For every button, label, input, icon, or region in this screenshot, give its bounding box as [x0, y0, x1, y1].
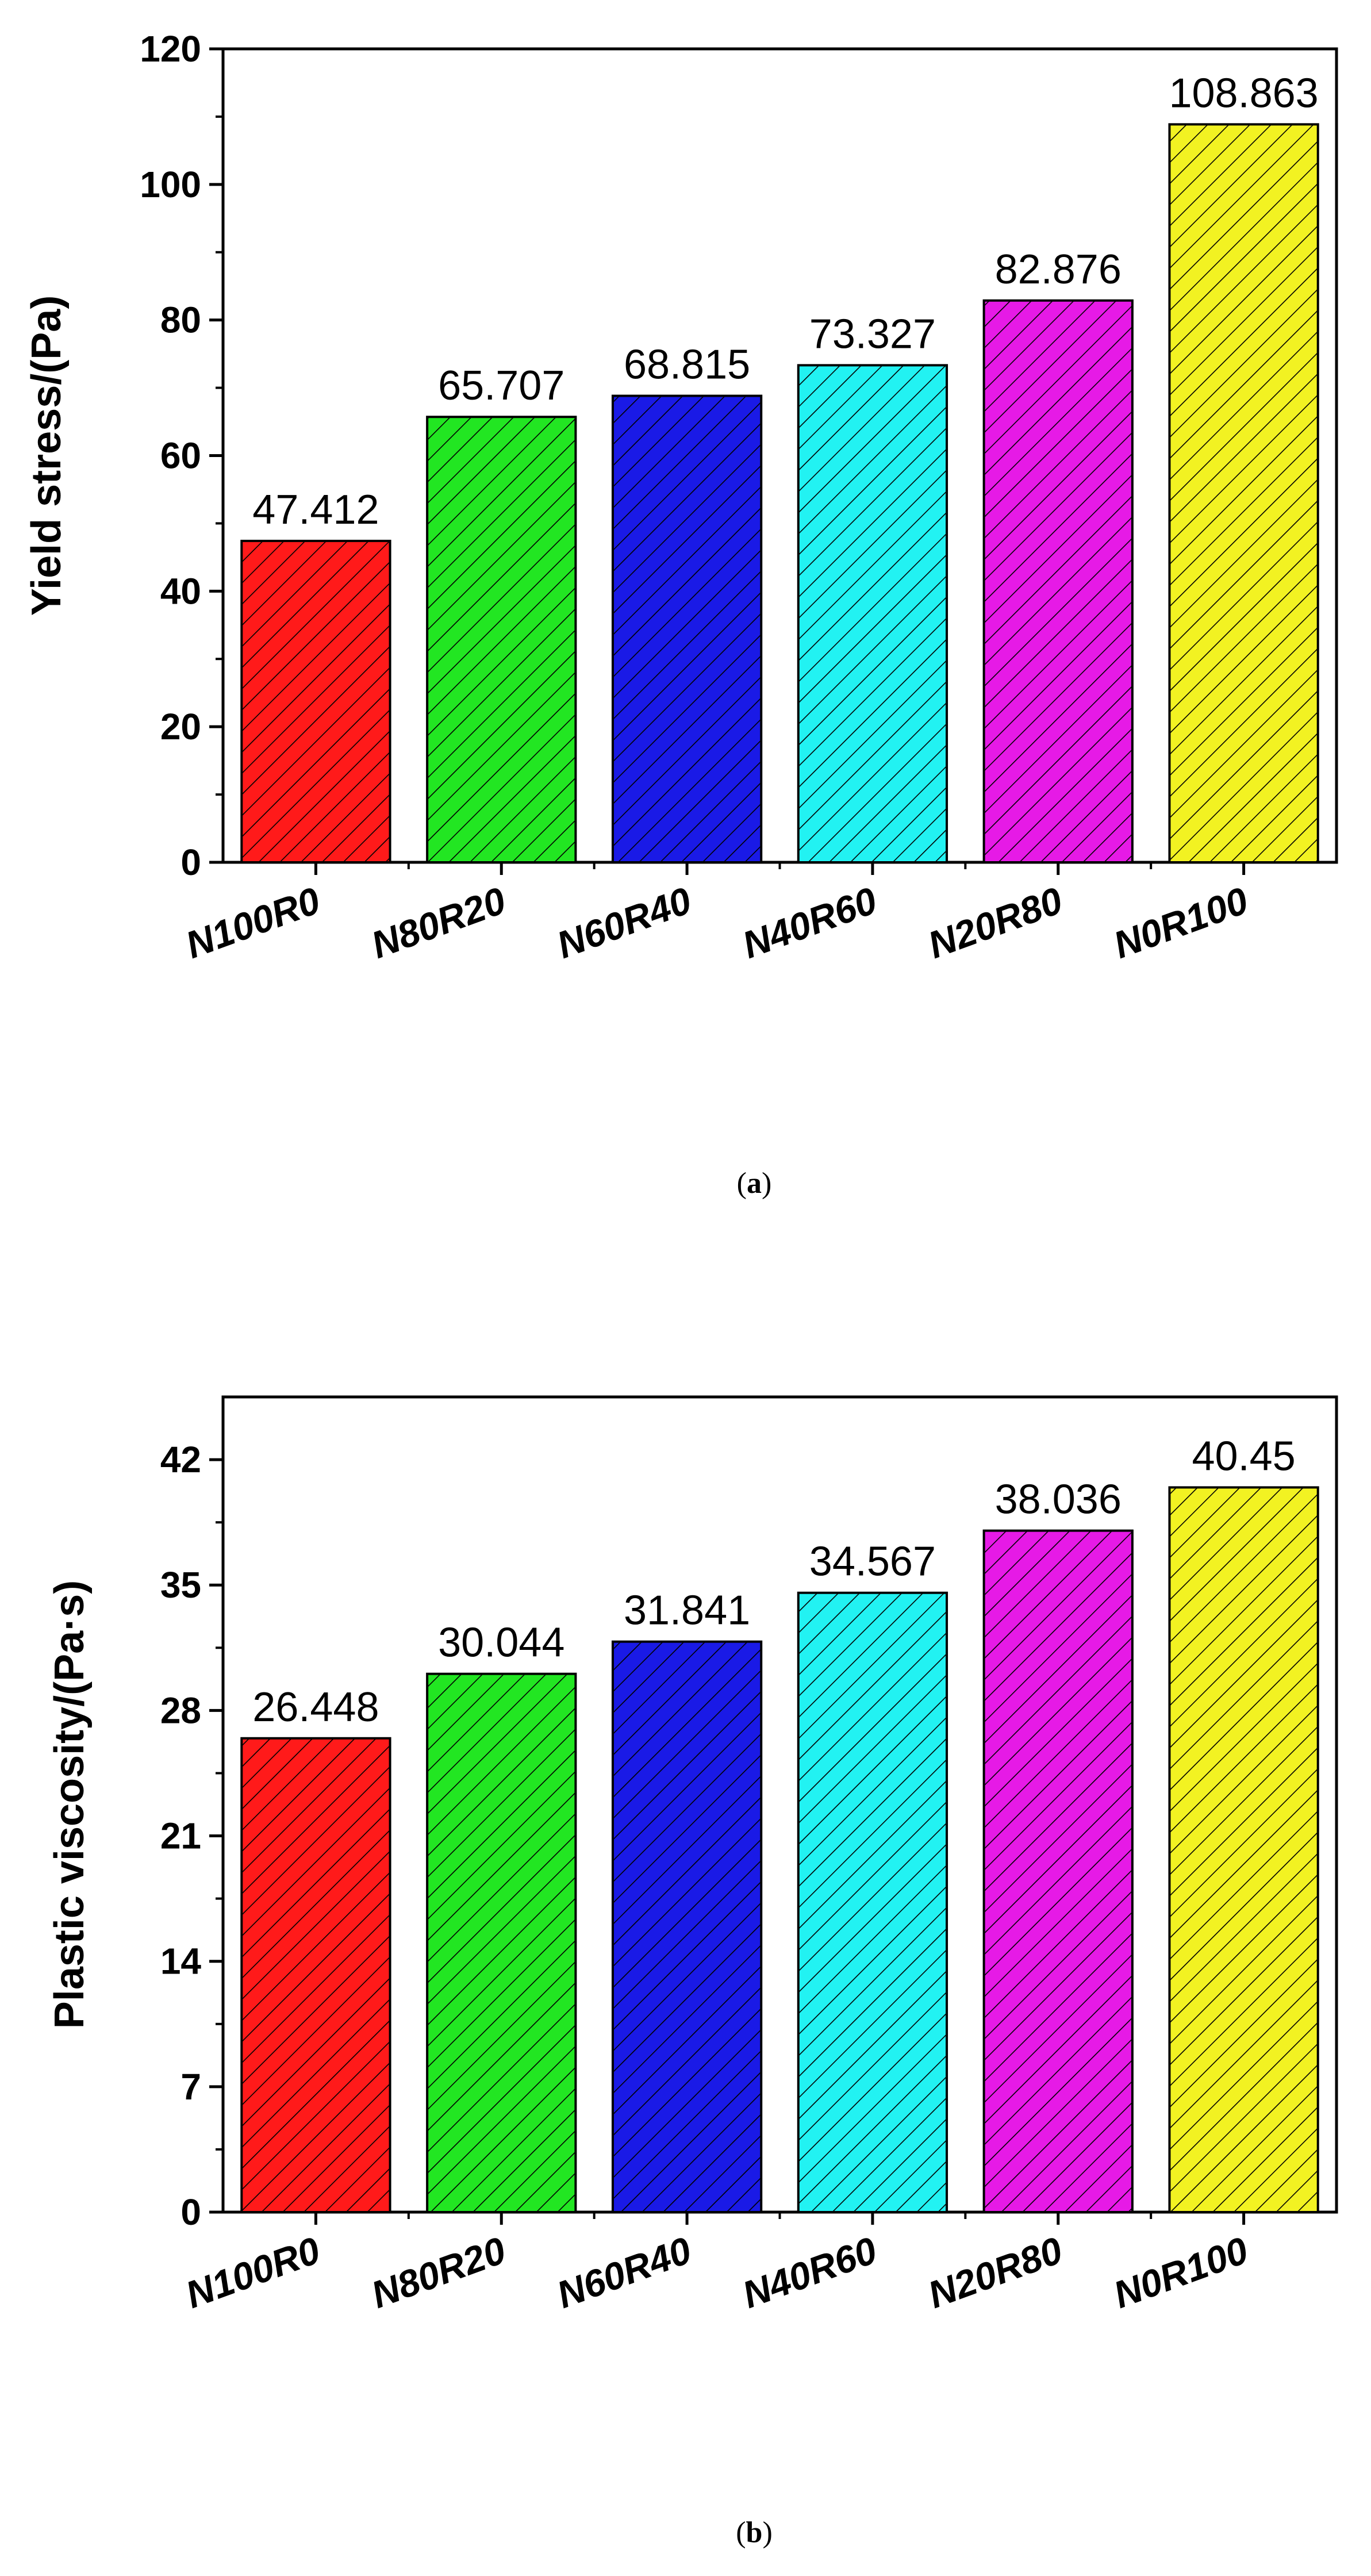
data-label: 65.707	[438, 363, 564, 409]
bar-hatch-n60r40	[611, 394, 763, 863]
bar-hatch-n0r100	[1168, 123, 1319, 863]
data-label: 26.448	[252, 1684, 379, 1730]
y-tick-label: 20	[160, 706, 201, 747]
bar-hatch-n20r80	[982, 299, 1134, 863]
y-tick-label: 42	[160, 1439, 201, 1480]
bar-hatch-n40r60	[797, 364, 948, 863]
x-tick-label: N0R100	[1108, 2229, 1254, 2316]
caption-close: )	[762, 2516, 772, 2549]
data-label: 82.876	[995, 247, 1122, 293]
x-tick-label: N80R20	[366, 879, 511, 966]
y-tick-label: 120	[140, 28, 201, 70]
bar-hatch-n40r60	[797, 1591, 948, 2213]
y-tick-label: 7	[181, 2066, 201, 2107]
x-tick-label: N60R40	[551, 879, 697, 966]
y-tick-label: 28	[160, 1690, 201, 1731]
y-tick-label: 21	[160, 1815, 201, 1857]
y-tick-label: 14	[160, 1941, 202, 1982]
x-tick-label: N40R60	[737, 879, 882, 966]
y-axis-title: Plastic viscosity/(Pa·s)	[47, 1580, 93, 2029]
panel-caption: (b)	[736, 2516, 773, 2549]
bar-hatch-n60r40	[611, 1640, 763, 2213]
caption-open: (	[737, 1167, 747, 1200]
caption-letter: b	[746, 2516, 763, 2549]
bar-hatch-n80r20	[426, 416, 577, 863]
chart-plastic-viscosity: 0 7 14 21 28 35 42 26.448 N100R0 30.044 N80R20 31.8…	[47, 1395, 1338, 2549]
bar-hatch-n20r80	[982, 1529, 1134, 2213]
panel-caption: (a)	[737, 1167, 772, 1200]
x-tick-label: N0R100	[1108, 879, 1254, 966]
x-tick-label: N100R0	[180, 2229, 325, 2316]
y-tick-label: 100	[140, 164, 201, 205]
caption-close: )	[762, 1167, 771, 1200]
data-label: 73.327	[809, 311, 936, 357]
y-axis-title: Yield stress/(Pa)	[24, 295, 70, 616]
data-label: 108.863	[1169, 70, 1318, 116]
data-label: 40.45	[1192, 1433, 1295, 1479]
bar-hatch-n100r0	[240, 539, 391, 863]
bar-hatch-n80r20	[426, 1672, 577, 2213]
data-label: 34.567	[809, 1539, 936, 1585]
bar-hatch-n100r0	[240, 1737, 391, 2213]
x-tick-label: N80R20	[366, 2229, 511, 2316]
y-tick-label: 35	[160, 1564, 201, 1606]
data-label: 47.412	[252, 487, 379, 533]
data-label: 31.841	[624, 1588, 750, 1634]
x-tick-label: N20R80	[923, 2229, 1068, 2316]
data-label: 30.044	[438, 1620, 564, 1666]
chart-yield-stress: 0 20 40 60 80 100 120 47.412 N100R0 65.707 N80R20 6…	[24, 28, 1338, 1200]
x-tick-label: N20R80	[923, 879, 1068, 966]
caption-open: (	[736, 2516, 746, 2549]
x-tick-label: N100R0	[180, 879, 325, 966]
y-tick-label: 0	[181, 2191, 201, 2233]
x-tick-label: N40R60	[737, 2229, 882, 2316]
caption-letter: a	[747, 1167, 762, 1200]
y-tick-label: 0	[181, 842, 201, 883]
data-label: 68.815	[624, 342, 750, 388]
y-tick-label: 40	[160, 570, 201, 612]
y-tick-label: 60	[160, 435, 201, 477]
bar-hatch-n0r100	[1168, 1486, 1319, 2213]
x-tick-label: N60R40	[551, 2229, 697, 2316]
y-tick-label: 80	[160, 300, 201, 341]
data-label: 38.036	[995, 1477, 1122, 1523]
